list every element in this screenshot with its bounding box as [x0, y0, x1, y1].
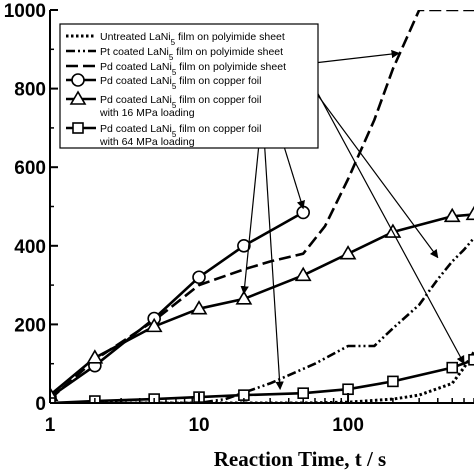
legend-label: Untreated LaNi5 film on polyimide sheet	[100, 31, 285, 47]
y-tick-label: 400	[14, 237, 46, 258]
series-6-point	[297, 387, 309, 399]
legend-box	[59, 23, 319, 149]
y-tick-label: 200	[14, 315, 46, 336]
series-4-point	[192, 270, 206, 285]
legend-swatch-marker	[71, 73, 85, 87]
legend-label: Pd coated LaNi5 film on copper foil	[100, 123, 261, 139]
series-5-point	[235, 290, 253, 305]
series-1	[50, 351, 474, 403]
series-4-line	[50, 211, 304, 399]
series-6-point	[50, 397, 56, 403]
x-tick-label: 100	[332, 415, 364, 436]
y-tick-label: 600	[14, 158, 46, 179]
series-6	[50, 353, 474, 403]
legend-label: Pt coated LaNi5 film on polyimide sheet	[100, 46, 283, 62]
legend-label-line2: with 16 MPa loading	[99, 107, 195, 119]
series-4-point	[237, 239, 251, 253]
series-5-point	[50, 386, 59, 401]
series-5-point	[145, 317, 163, 333]
legend-label: Pd coated LaNi5 film on polyimide sheet	[100, 61, 286, 77]
series-6-point	[387, 375, 399, 388]
legend-item-5: Pd coated LaNi5 film on copper foilwith …	[66, 90, 261, 119]
series-4	[50, 205, 310, 403]
series-5-point	[190, 300, 208, 315]
x-tick-label: 1	[45, 415, 56, 436]
y-tick-label: 0	[35, 394, 46, 415]
series-3-line	[50, 10, 474, 401]
legend: Untreated LaNi5 film on polyimide sheetP…	[59, 23, 319, 149]
legend-item-4: Pd coated LaNi5 film on copper foil	[66, 73, 261, 91]
series-5-point	[294, 266, 312, 282]
series-layer	[50, 10, 474, 403]
series-6-point	[446, 361, 459, 374]
x-tick-label: 10	[188, 415, 209, 436]
series-5	[50, 205, 474, 401]
series-6-point	[342, 383, 354, 396]
series-5-point	[443, 207, 461, 223]
legend-label-line2: with 64 MPa loading	[99, 136, 195, 148]
legend-swatch-marker	[72, 122, 84, 134]
series-6-point	[468, 353, 474, 366]
series-6-line	[50, 358, 474, 403]
legend-item-2: Pt coated LaNi5 film on polyimide sheet	[66, 46, 283, 62]
legend-label: Pd coated LaNi5 film on copper foil	[100, 75, 261, 91]
legend-swatch-marker	[69, 90, 87, 105]
series-5-point	[86, 349, 104, 364]
y-tick-label: 1000	[4, 1, 46, 22]
series-1-line	[50, 351, 474, 403]
legend-item-3: Pd coated LaNi5 film on polyimide sheet	[66, 61, 286, 77]
axes: 0 200 400 600 800 1000 1 10 100	[4, 1, 474, 436]
series-3	[50, 10, 474, 401]
legend-item-1: Untreated LaNi5 film on polyimide sheet	[66, 31, 285, 47]
y-tick-label: 800	[14, 80, 46, 101]
series-5-point	[465, 205, 474, 221]
x-axis-title: Reaction Time, t / s	[214, 447, 386, 471]
legend-label: Pd coated LaNi5 film on copper foil	[100, 94, 261, 110]
legend-item-6: Pd coated LaNi5 film on copper foilwith …	[66, 122, 261, 148]
annotation-arrow-6	[262, 127, 284, 391]
series-2-line	[50, 237, 474, 403]
series-5-point	[339, 245, 357, 260]
series-2	[50, 237, 474, 403]
series-5-line	[50, 213, 474, 397]
